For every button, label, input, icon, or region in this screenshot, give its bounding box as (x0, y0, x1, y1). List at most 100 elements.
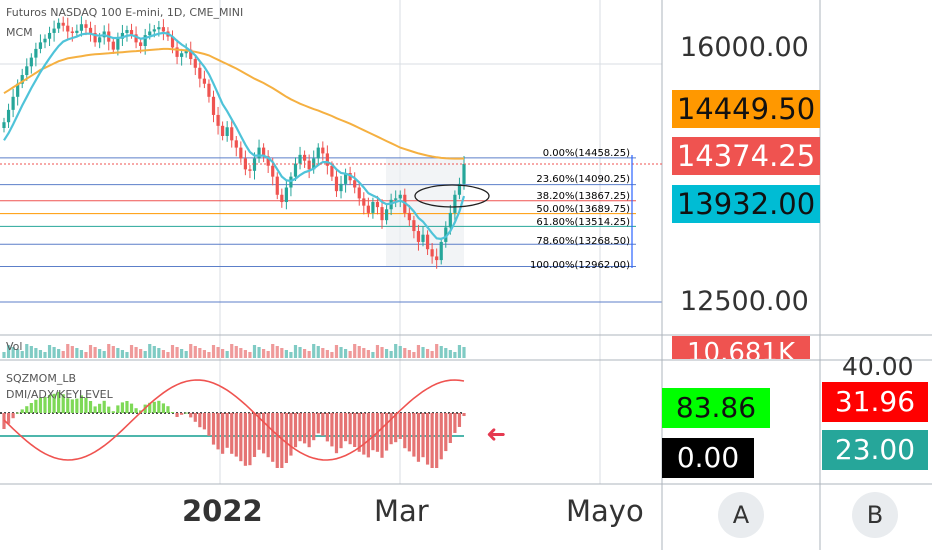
osc-histogram-bar (312, 413, 316, 441)
volume-bar (161, 350, 166, 358)
candle-body (29, 57, 33, 67)
osc-histogram-bar (362, 413, 366, 455)
volume-bar (207, 352, 211, 358)
osc-histogram-bar (193, 413, 197, 422)
volume-bar (439, 346, 443, 358)
osc-histogram-bar (88, 401, 93, 413)
candle-body (225, 127, 229, 136)
candle-body (88, 27, 93, 33)
osc-histogram-bar (403, 413, 407, 449)
volume-bar (321, 348, 325, 358)
osc-histogram-bar (289, 413, 293, 456)
volume-bar (184, 351, 188, 358)
candle-body (180, 53, 184, 57)
candle-body (444, 227, 448, 242)
volume-bar (221, 349, 225, 358)
volume-bar (225, 351, 229, 358)
osc-histogram-bar (366, 413, 370, 458)
volume-bar (243, 350, 247, 358)
osc-histogram-bar (47, 395, 52, 413)
volume-bar (157, 348, 161, 358)
fib-label-0: 0.00%(14458.25) (542, 148, 630, 159)
osc-histogram-bar (412, 413, 416, 457)
oscillator-label-1: SQZMOM_LB (6, 372, 76, 385)
candle-body (198, 67, 202, 79)
osc-histogram-bar (98, 403, 102, 413)
candle-body (134, 34, 138, 43)
candle-body (47, 32, 52, 39)
x-label-2022: 2022 (182, 494, 263, 528)
study-label: MCM (6, 26, 33, 39)
candle-body (2, 122, 6, 129)
candle-body (257, 147, 261, 159)
osc-histogram-bar (425, 413, 430, 465)
volume-bar (143, 351, 147, 358)
volume-bar (61, 351, 65, 358)
volume-bar (371, 352, 375, 358)
candle-body (353, 180, 357, 188)
candle-body (202, 78, 206, 84)
osc-histogram-bar (330, 413, 334, 447)
volume-bar (403, 348, 407, 358)
osc-histogram-bar (38, 397, 43, 413)
osc-histogram-bar (348, 413, 352, 445)
candle-body (125, 30, 129, 33)
candle-body (375, 202, 380, 208)
candle-body (362, 198, 366, 206)
candle-body (111, 41, 115, 50)
candle-body (239, 147, 243, 159)
volume-bar (107, 344, 111, 358)
volume-bar (330, 352, 334, 358)
osc-histogram-bar (111, 411, 115, 413)
osc-histogram-bar (284, 413, 288, 463)
osc-histogram-bar (275, 413, 279, 468)
volume-bar (79, 350, 84, 358)
volume-bar (234, 346, 238, 358)
candle-body (193, 59, 197, 68)
osc-histogram-bar (398, 413, 402, 439)
osc-histogram-bar (207, 413, 211, 436)
fib-label-786: 78.60%(13268.50) (536, 236, 630, 247)
osc-histogram-bar (134, 408, 138, 413)
candle-body (321, 147, 325, 154)
volume-bar (343, 349, 348, 358)
candle-body (221, 125, 225, 136)
volume-bar (198, 348, 202, 358)
candle-body (248, 169, 252, 171)
candle-body (38, 42, 43, 49)
volume-bar (353, 344, 357, 358)
volume-bar (216, 347, 220, 358)
volume-bar (134, 347, 138, 358)
osc-histogram-bar (25, 406, 29, 413)
osc-histogram-bar (157, 400, 161, 413)
pane-b-button[interactable]: B (852, 492, 898, 538)
volume-bar (266, 351, 270, 358)
volume-bar (298, 347, 302, 358)
volume-bar (52, 347, 56, 358)
osc-histogram-bar (11, 413, 15, 419)
osc-histogram-bar (243, 413, 247, 466)
candle-body (421, 234, 425, 242)
oscillator-label-2: DMI/ADX/KEYLEVEL (6, 388, 113, 401)
x-label-mar: Mar (374, 494, 429, 528)
candle-body (66, 25, 70, 32)
pane-a-button[interactable]: A (718, 492, 764, 538)
candle-body (357, 187, 361, 199)
osc-histogram-bar (184, 412, 188, 414)
fib-label-382: 38.20%(13867.25) (536, 191, 630, 202)
candle-body (139, 42, 143, 46)
volume-bar (302, 349, 307, 358)
volume-bar (435, 344, 439, 358)
candle-body (462, 164, 466, 184)
volume-bar (148, 344, 152, 358)
candle-body (316, 147, 320, 159)
volume-bar (152, 346, 156, 358)
osc-histogram-bar (129, 403, 134, 413)
osc-histogram-bar (239, 413, 243, 462)
di-tag: 23.00 (822, 430, 928, 470)
candle-body (262, 147, 266, 157)
osc-histogram-bar (248, 413, 252, 466)
candle-body (84, 24, 88, 28)
osc-histogram-bar (462, 413, 466, 417)
